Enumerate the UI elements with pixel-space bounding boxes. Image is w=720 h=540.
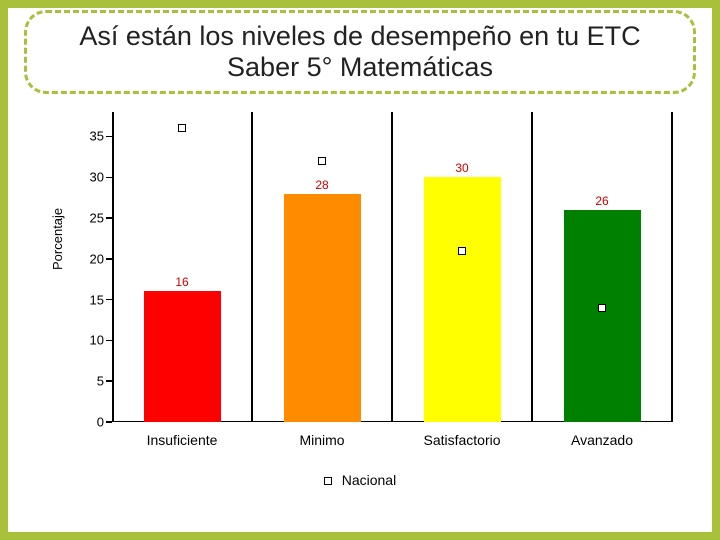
category-separator: [391, 112, 393, 422]
legend: Nacional: [36, 472, 684, 488]
y-tick: [106, 421, 112, 423]
y-axis-title: Porcentaje: [50, 208, 65, 270]
y-tick: [106, 340, 112, 342]
y-axis: [112, 112, 114, 422]
y-tick: [106, 258, 112, 260]
y-tick-label: 20: [74, 251, 104, 266]
bar-satisfactorio: [424, 177, 501, 422]
legend-label: Nacional: [342, 472, 396, 488]
y-tick-label: 25: [74, 211, 104, 226]
x-category-label: Minimo: [299, 432, 344, 448]
y-tick-label: 10: [74, 333, 104, 348]
bar-insuficiente: [144, 291, 221, 422]
plot-area: 0510152025303516283026: [112, 112, 672, 422]
nacional-marker-icon: [458, 247, 466, 255]
bar-label: 30: [455, 161, 468, 175]
bar-label: 26: [595, 194, 608, 208]
y-tick: [106, 136, 112, 138]
y-tick-label: 0: [74, 415, 104, 430]
nacional-marker-icon: [318, 157, 326, 165]
y-tick: [106, 380, 112, 382]
title-box: Así están los niveles de desempeño en tu…: [24, 10, 696, 94]
bar-label: 16: [175, 275, 188, 289]
nacional-marker-icon: [598, 304, 606, 312]
x-category-label: Insuficiente: [147, 432, 218, 448]
bar-label: 28: [315, 178, 328, 192]
performance-chart: Porcentaje 0 5 10 15 20 25 30 35 16 28 30 26 Nacion…: [36, 100, 684, 500]
legend-marker-icon: [324, 477, 332, 485]
y-tick: [106, 217, 112, 219]
y-tick-label: 30: [74, 170, 104, 185]
y-tick: [106, 177, 112, 179]
x-category-label: Avanzado: [571, 432, 633, 448]
bar-avanzado: [564, 210, 641, 422]
y-tick-label: 35: [74, 129, 104, 144]
y-tick-label: 15: [74, 292, 104, 307]
page-title: Así están los niveles de desempeño en tu…: [79, 21, 640, 83]
x-category-label: Satisfactorio: [423, 432, 500, 448]
category-separator: [671, 112, 673, 422]
category-separator: [251, 112, 253, 422]
bar-minimo: [284, 194, 361, 422]
nacional-marker-icon: [178, 124, 186, 132]
y-tick: [106, 299, 112, 301]
category-separator: [531, 112, 533, 422]
y-tick-label: 5: [74, 374, 104, 389]
